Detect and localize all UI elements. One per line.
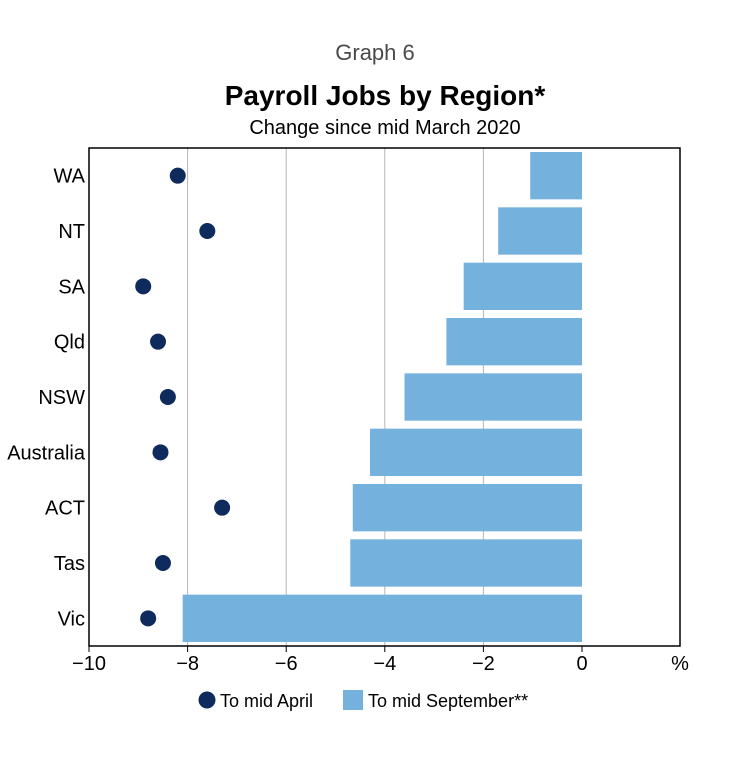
bar-nt [498, 207, 582, 255]
bar-australia [370, 428, 582, 476]
x-tick-label: −10 [72, 653, 106, 675]
unit-label: % [671, 653, 689, 675]
legend-bar-marker [343, 690, 363, 710]
dot-australia [152, 444, 169, 461]
bar-qld [446, 318, 582, 366]
dot-vic [140, 610, 157, 627]
x-tick-label: −6 [275, 653, 298, 675]
bar-nsw [404, 373, 582, 421]
category-label: ACT [45, 498, 85, 520]
category-label: Tas [54, 553, 85, 575]
dot-nsw [159, 389, 176, 405]
bar-sa [463, 262, 582, 310]
category-label: Vic [58, 608, 85, 630]
bar-wa [530, 152, 582, 200]
x-tick-label: 0 [576, 653, 587, 675]
chart-title: Payroll Jobs by Region* [224, 80, 546, 111]
x-tick-label: −8 [176, 653, 199, 675]
bar-tas [350, 539, 582, 587]
bar-vic [182, 594, 583, 642]
category-label: Qld [54, 332, 85, 354]
legend-dot-marker [198, 691, 216, 709]
category-label: WA [54, 166, 86, 188]
dot-wa [169, 167, 186, 184]
dot-nt [199, 223, 216, 239]
chart-subtitle: Change since mid March 2020 [249, 117, 521, 139]
x-tick-label: −2 [472, 653, 495, 675]
dot-qld [150, 333, 167, 350]
category-label: SA [58, 276, 85, 298]
dot-tas [154, 555, 171, 571]
category-label: Australia [7, 442, 86, 464]
legend-label-april: To mid April [220, 691, 313, 711]
legend-label-september: To mid September** [368, 691, 528, 711]
graph-number: Graph 6 [335, 40, 415, 65]
category-label: NT [58, 221, 85, 243]
dot-sa [135, 278, 152, 295]
dot-act [214, 499, 231, 516]
x-tick-label: −4 [373, 653, 396, 675]
category-label: NSW [38, 387, 85, 409]
bar-act [352, 484, 582, 532]
